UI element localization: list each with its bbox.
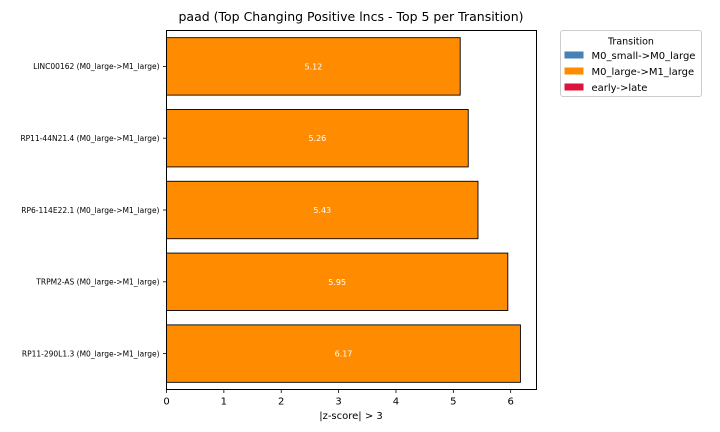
x-tick-label: 2 xyxy=(278,397,284,408)
legend-swatch xyxy=(564,67,584,75)
bar-value-label: 5.26 xyxy=(308,134,326,143)
bar-value-label: 5.43 xyxy=(313,206,331,215)
x-axis: 0 1 2 3 4 5 6 xyxy=(163,389,514,408)
bar-value-label: 5.95 xyxy=(328,278,346,287)
y-tick-label: RP6-114E22.1 (M0_large->M1_large) xyxy=(21,206,159,215)
bar-value-label: 5.12 xyxy=(304,62,322,71)
y-tick-label: RP11-290L1.3 (M0_large->M1_large) xyxy=(22,349,160,358)
y-axis: LINC00162 (M0_large->M1_large) RP11-44N21… xyxy=(20,62,167,358)
legend-entry-label: M0_large->M1_large xyxy=(592,67,695,78)
x-tick-label: 4 xyxy=(393,397,399,408)
bars-layer: 5.12 5.26 5.43 5.95 6.17 xyxy=(166,37,521,383)
x-tick-label: 0 xyxy=(163,397,169,408)
x-tick-label: 1 xyxy=(221,397,227,408)
bar xyxy=(166,109,469,168)
x-axis-label: |z-score| > 3 xyxy=(319,411,383,422)
bar xyxy=(166,324,521,383)
legend-title: Transition xyxy=(607,37,654,48)
legend-entry-label: M0_small->M0_large xyxy=(592,51,696,62)
x-tick-label: 6 xyxy=(507,397,513,408)
bar xyxy=(166,37,461,96)
y-tick-label: RP11-44N21.4 (M0_large->M1_large) xyxy=(20,134,159,143)
y-tick-label: LINC00162 (M0_large->M1_large) xyxy=(33,62,159,71)
y-tick-label: TRPM2-AS (M0_large->M1_large) xyxy=(35,278,159,287)
legend: Transition M0_small->M0_large M0_large->M1… xyxy=(560,30,702,97)
bar-value-label: 6.17 xyxy=(335,350,353,359)
legend-entry-label: early->late xyxy=(592,83,648,94)
chart-title: paad (Top Changing Positive lncs - Top 5… xyxy=(178,9,523,24)
x-tick-label: 5 xyxy=(450,397,456,408)
legend-swatch xyxy=(564,83,584,91)
legend-box xyxy=(560,30,702,97)
bar xyxy=(166,180,479,240)
legend-swatch xyxy=(564,51,584,59)
x-tick-label: 3 xyxy=(335,397,341,408)
bar xyxy=(166,252,509,311)
